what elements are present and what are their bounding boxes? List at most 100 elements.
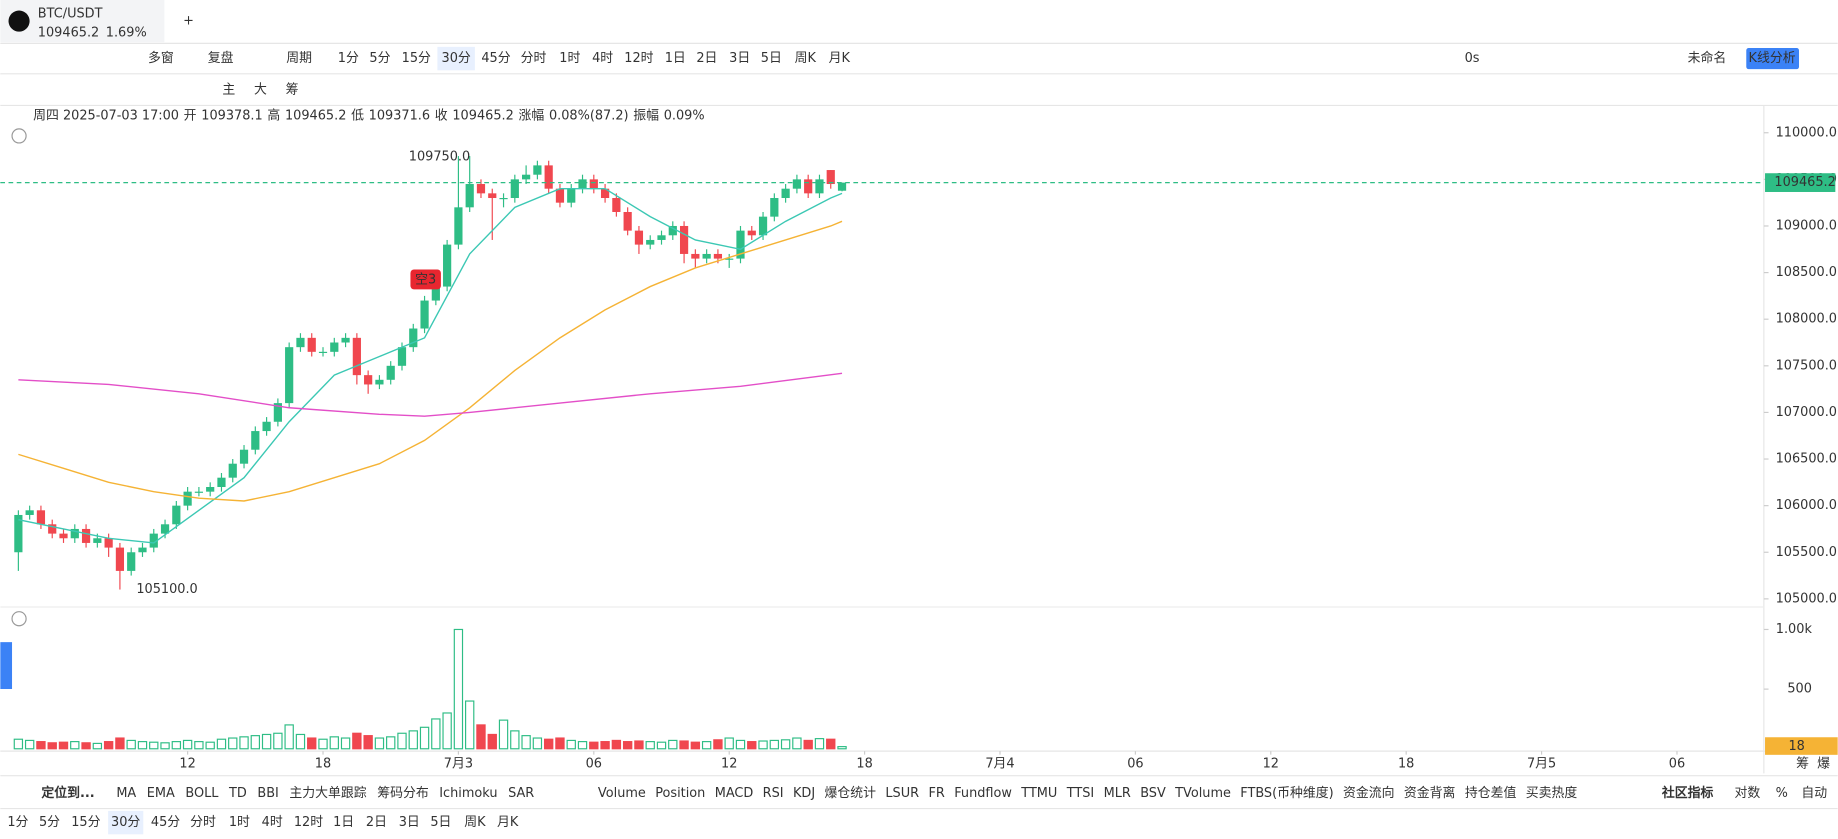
info-text: 高 [267,108,280,124]
indicator-button[interactable]: 爆仓统计 [825,786,877,801]
auto-toggle[interactable]: 自动 [1801,786,1827,801]
toolbar-button[interactable]: 周期 [286,51,312,66]
interval-button[interactable]: 15分 [71,815,100,830]
add-tab[interactable]: + [183,14,194,29]
interval-button[interactable]: 月K [497,815,519,830]
candle-body [183,491,192,506]
analysis-button[interactable]: K线分析 [1749,51,1796,66]
interval-button[interactable]: 1日 [333,815,354,830]
expand-icon[interactable] [11,128,27,144]
interval-button[interactable]: 45分 [481,51,510,66]
interval-button[interactable]: 30分 [442,51,471,66]
draw-tool[interactable]: 主 [222,83,235,98]
interval-button[interactable]: 12时 [624,51,653,66]
indicator-button[interactable]: TVolume [1174,786,1231,801]
draw-tool[interactable]: 筹 [286,82,299,98]
analysis-button-bg[interactable] [1746,48,1800,70]
volume-bar [13,738,24,750]
candle-body [668,225,677,236]
volume-bar [103,741,114,750]
interval-button[interactable]: 1时 [559,51,580,66]
toolbar-button[interactable]: 多窗 [148,50,174,66]
interval-button[interactable]: 周K [464,815,486,830]
indicator-button[interactable]: 持仓差值 [1465,785,1517,801]
indicator-button[interactable]: Position [655,786,705,801]
community-button[interactable]: 社区指标 [1661,785,1714,801]
candle-body [194,491,204,493]
indicator-button[interactable]: 资金背离 [1404,785,1456,801]
volume-tick-label: 500 [1787,682,1812,697]
indicator-button[interactable]: LSUR [885,786,919,801]
candle-body [352,337,361,376]
volume-bar [724,737,734,750]
interval-button[interactable]: 3日 [399,815,420,830]
interval-button[interactable]: 分时 [190,815,216,830]
indicator-button[interactable]: BBI [257,786,278,801]
indicator-button[interactable]: Ichimoku [439,786,497,801]
interval-button[interactable]: 2日 [366,815,387,830]
candle-body [127,552,136,571]
indicator-button[interactable]: TTSI [1066,786,1094,801]
indicator-button[interactable]: FTBS(币种维度) [1240,785,1333,801]
interval-button[interactable]: 5分 [369,51,390,66]
indicator-button[interactable]: BOLL [185,786,219,801]
interval-button[interactable]: 12时 [294,815,323,830]
pct-toggle[interactable]: % [1776,786,1788,801]
indicator-button[interactable]: MLR [1104,786,1131,801]
indicator-button[interactable]: RSI [763,786,784,801]
interval-button[interactable]: 分时 [521,51,547,66]
interval-button[interactable]: 1时 [229,815,250,830]
interval-button[interactable]: 3日 [729,51,750,66]
indicator-button[interactable]: SAR [508,786,534,801]
interval-button[interactable]: 月K [829,51,851,66]
interval-button[interactable]: 周K [795,51,817,66]
toolbar-button[interactable]: 复盘 [208,50,234,66]
volume-bar [814,738,825,750]
indicator-button[interactable]: KDJ [793,786,815,801]
volume-bar [645,741,655,750]
info-text: 0.09% [664,109,705,124]
interval-button[interactable]: 1分 [338,51,359,66]
indicator-button[interactable]: 主力大单跟踪 [289,786,366,801]
interval-button[interactable]: 45分 [151,815,180,830]
layout-name[interactable]: 未命名 [1688,50,1727,66]
candle-body [476,184,486,194]
interval-button[interactable]: 1分 [7,815,28,830]
indicator-button[interactable]: BSV [1140,786,1166,801]
volume-bar [634,740,644,750]
side-toggle[interactable] [0,642,13,690]
indicator-button[interactable]: 买卖热度 [1526,785,1578,801]
interval-button[interactable]: 4时 [592,51,613,66]
draw-tool[interactable]: 大 [254,83,267,98]
interval-button[interactable]: 2日 [696,51,717,66]
candle-body [488,193,497,199]
indicator-button[interactable]: TTMU [1020,786,1057,801]
interval-button[interactable]: 4时 [262,815,283,830]
indicator-button[interactable]: MACD [715,786,754,801]
timer: 0s [1465,51,1480,66]
expand-icon[interactable] [11,611,27,627]
interval-button[interactable]: 30分 [111,815,140,830]
indicator-button[interactable]: EMA [147,786,175,801]
indicator-button[interactable]: TD [228,786,247,801]
volume-bar [397,732,407,750]
indicator-button[interactable]: 资金流向 [1343,785,1395,801]
volume-bar [600,741,610,750]
locate-button[interactable]: 定位到... [41,785,94,801]
volume-bar [24,739,35,750]
indicator-button[interactable]: MA [116,786,136,801]
interval-button[interactable]: 15分 [402,51,431,66]
indicator-button[interactable]: 筹码分布 [377,785,429,801]
indicator-button[interactable]: Volume [598,786,646,801]
volume-bar [250,735,261,750]
info-text: 收 [435,109,448,124]
indicator-button[interactable]: Fundflow [954,786,1012,801]
interval-button[interactable]: 1日 [665,51,686,66]
interval-button[interactable]: 5分 [39,815,60,830]
ma-line [18,187,843,544]
interval-button[interactable]: 5日 [761,51,782,66]
log-toggle[interactable]: 对数 [1735,786,1761,801]
indicator-button[interactable]: FR [928,786,944,801]
interval-button[interactable]: 5日 [430,815,451,830]
volume-bar [284,724,294,750]
